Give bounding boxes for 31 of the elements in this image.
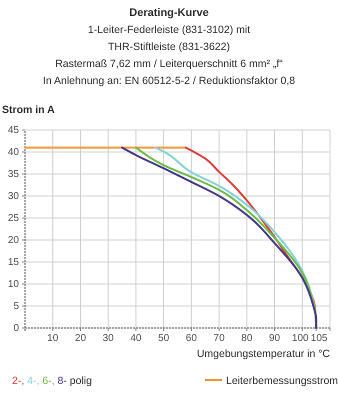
y-tick-label: 5 — [13, 301, 20, 312]
y-tick-label: 35 — [8, 169, 20, 180]
y-tick-label: 40 — [8, 147, 20, 158]
text: 8- — [54, 375, 68, 387]
y-tick-label: 25 — [8, 213, 20, 224]
y-tick-label: 20 — [8, 235, 20, 246]
legend-label: Leiterbemessungsstrom — [226, 375, 338, 387]
x-tick-label: 20 — [74, 333, 86, 344]
chart-title: Derating-Kurve — [129, 7, 209, 19]
y-tick-label: 30 — [8, 191, 20, 202]
text: 2-, — [12, 375, 24, 387]
legend-title: polig — [66, 375, 92, 387]
x-tick-label: 70 — [214, 333, 226, 344]
x-tick-label: 100 — [292, 333, 310, 344]
x-tick-label: 90 — [268, 333, 281, 344]
x-tick-label: 30 — [102, 333, 114, 344]
y-tick-label: 0 — [13, 323, 20, 334]
x-tick-label: 40 — [130, 333, 142, 344]
y-tick-label: 15 — [8, 257, 20, 268]
x-tick-label: 80 — [241, 333, 253, 344]
chart-subtitle: 1-Leiter-Federleiste (831-3102) mit THR-Stiftleiste (831-3622) Rastermaß 7,62 mm / Leiterquerschnitt 6 mm² „f“ In Anlehnung an: EN 60512-5-2 / Reduktionsfaktor 0,8 — [42, 24, 296, 87]
text: 4-, — [24, 375, 40, 387]
y-tick-label: 10 — [8, 279, 20, 290]
x-axis-title: Umgebungstemperatur in °C — [196, 348, 330, 360]
y-tick-label: 45 — [8, 125, 20, 136]
x-tick-label: 105 — [310, 333, 328, 344]
x-tick-label: 50 — [158, 333, 170, 344]
x-tick-label: 60 — [186, 333, 198, 344]
y-axis-title: Strom in A — [2, 104, 56, 116]
text: 6-, — [39, 375, 55, 387]
x-tick-label: 10 — [47, 333, 59, 344]
